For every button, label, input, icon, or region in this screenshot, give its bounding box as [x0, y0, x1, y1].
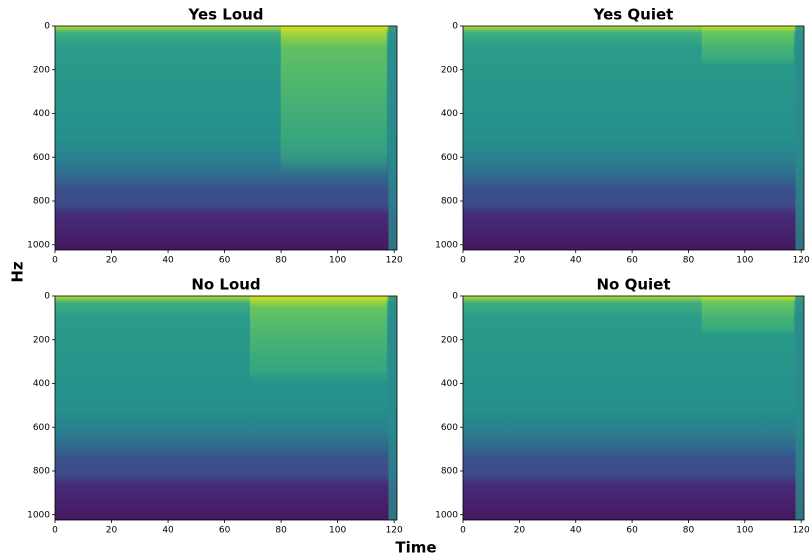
x-tick-label: 0 [52, 256, 58, 266]
bright-region [701, 296, 794, 352]
x-tick-label: 120 [386, 256, 403, 266]
chart-title: No Quiet [597, 276, 671, 294]
frame [54, 295, 398, 521]
y-tick-label: 400 [441, 379, 458, 389]
x-tick-label: 80 [275, 256, 287, 266]
x-tick-label: 40 [570, 256, 582, 266]
right-strip [795, 296, 804, 520]
x-tick-label: 40 [162, 256, 174, 266]
x-tick-label: 120 [386, 526, 403, 536]
right-strip [388, 26, 397, 250]
x-tick-label: 60 [626, 256, 638, 266]
x-tick-label: 20 [106, 526, 118, 536]
frame [462, 25, 805, 251]
x-tick-label: 0 [460, 256, 466, 266]
x-tick-label: 100 [329, 526, 346, 536]
x-tick-label: 0 [52, 526, 58, 536]
x-tick-label: 20 [106, 256, 118, 266]
y-tick-label: 800 [441, 197, 458, 207]
y-tick-label: 600 [441, 153, 458, 163]
x-tick-label: 100 [736, 526, 753, 536]
y-tick-label: 400 [33, 379, 50, 389]
y-tick-label: 1000 [27, 510, 50, 520]
y-axis-label: Hz [9, 261, 27, 283]
x-tick-label: 20 [514, 526, 526, 536]
bright-region [280, 26, 387, 239]
y-tick-label: 200 [441, 65, 458, 75]
y-tick-label: 800 [33, 197, 50, 207]
y-tick-label: 800 [441, 467, 458, 477]
right-strip [795, 26, 804, 250]
y-tick-label: 200 [441, 335, 458, 345]
y-tick-label: 600 [441, 423, 458, 433]
x-tick-label: 60 [219, 526, 231, 536]
y-tick-label: 200 [33, 65, 50, 75]
y-tick-label: 0 [452, 292, 458, 302]
x-tick-label: 80 [683, 256, 695, 266]
y-tick-label: 0 [44, 22, 50, 32]
x-tick-label: 0 [460, 526, 466, 536]
y-tick-label: 1000 [435, 510, 458, 520]
right-strip [388, 296, 397, 520]
chart-title: No Loud [191, 276, 260, 294]
y-tick-label: 1000 [27, 240, 50, 250]
y-tick-label: 600 [33, 423, 50, 433]
y-tick-label: 800 [33, 467, 50, 477]
x-tick-label: 60 [219, 256, 231, 266]
y-tick-label: 1000 [435, 240, 458, 250]
y-tick-label: 0 [44, 292, 50, 302]
y-tick-label: 600 [33, 153, 50, 163]
x-tick-label: 80 [275, 526, 287, 536]
bright-region [249, 296, 387, 420]
y-tick-label: 400 [441, 109, 458, 119]
y-tick-label: 400 [33, 109, 50, 119]
bright-region [701, 26, 794, 82]
x-tick-label: 120 [793, 526, 810, 536]
frame [462, 295, 805, 521]
x-tick-label: 80 [683, 526, 695, 536]
chart-title: Yes Quiet [593, 6, 674, 24]
x-tick-label: 40 [162, 526, 174, 536]
x-tick-label: 120 [793, 256, 810, 266]
x-tick-label: 40 [570, 526, 582, 536]
x-axis-label: Time [395, 539, 436, 557]
x-tick-label: 100 [736, 256, 753, 266]
chart-title: Yes Loud [187, 6, 263, 24]
x-tick-label: 20 [514, 256, 526, 266]
y-tick-label: 200 [33, 335, 50, 345]
x-tick-label: 60 [626, 526, 638, 536]
frame [54, 25, 398, 251]
y-tick-label: 0 [452, 22, 458, 32]
x-tick-label: 100 [329, 256, 346, 266]
